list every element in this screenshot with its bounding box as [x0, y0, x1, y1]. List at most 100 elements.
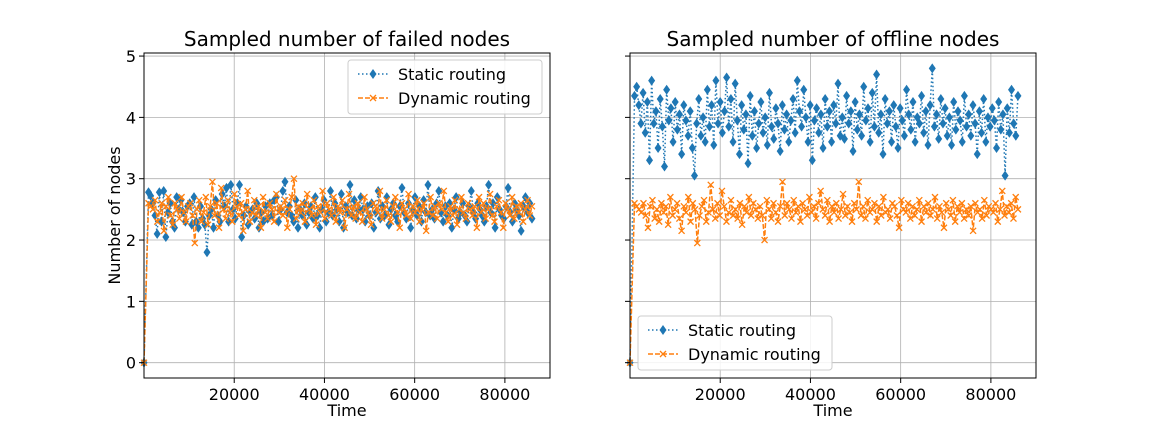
data-point-static [847, 106, 855, 117]
data-point-static [339, 222, 347, 233]
data-point-static [866, 136, 874, 147]
data-point-dynamic [998, 187, 1006, 195]
data-point-static [279, 185, 287, 196]
data-point-static [806, 100, 814, 111]
data-point-static [491, 222, 499, 233]
legend-marker-diamond [369, 69, 377, 79]
data-point-static [703, 84, 711, 95]
data-point-static [879, 149, 887, 160]
data-point-dynamic [235, 212, 243, 219]
data-point-dynamic [200, 208, 208, 216]
data-point-static [753, 143, 761, 154]
data-point-dynamic [906, 215, 914, 223]
data-point-dynamic [749, 199, 757, 207]
data-point-dynamic [477, 208, 485, 216]
data-point-dynamic [819, 205, 827, 213]
data-point-static [941, 103, 949, 114]
data-point-dynamic [153, 218, 161, 226]
data-point-dynamic [224, 196, 232, 204]
data-point-static [716, 97, 724, 108]
legend-label: Dynamic routing [688, 345, 821, 364]
data-point-dynamic [637, 208, 645, 216]
legend-marker-x [659, 350, 667, 358]
data-point-dynamic [682, 208, 690, 216]
data-point-static [635, 100, 643, 111]
data-point-dynamic [228, 218, 236, 226]
data-point-dynamic [160, 227, 168, 235]
data-point-dynamic [774, 218, 782, 226]
x-axis-label: Time [812, 401, 852, 420]
data-point-dynamic [524, 196, 532, 204]
data-point-dynamic [175, 215, 183, 223]
data-point-dynamic [799, 199, 807, 207]
data-point-dynamic [772, 208, 780, 216]
data-point-dynamic [738, 221, 746, 229]
data-point-static [763, 139, 771, 150]
data-point-dynamic [705, 208, 712, 216]
data-point-dynamic [517, 199, 525, 207]
data-point-dynamic [341, 224, 349, 232]
data-point-dynamic [1014, 205, 1022, 213]
data-point-dynamic [1003, 202, 1011, 210]
data-point-static [956, 115, 964, 126]
data-point-dynamic [740, 202, 748, 210]
data-point-dynamic [385, 212, 393, 219]
data-point-static [643, 97, 651, 108]
data-point-dynamic [870, 199, 878, 207]
data-point-dynamic [374, 208, 382, 216]
data-point-dynamic [435, 199, 443, 207]
data-point-static [669, 136, 677, 147]
data-point-static [888, 136, 896, 147]
data-point-dynamic [776, 202, 784, 210]
data-point-static [881, 93, 889, 104]
data-point-dynamic [464, 199, 472, 207]
data-point-static [346, 179, 354, 190]
data-point-dynamic [484, 205, 492, 213]
data-point-static [770, 133, 778, 144]
data-point-dynamic [915, 196, 923, 204]
data-point-dynamic [400, 205, 408, 213]
data-point-static [952, 124, 960, 135]
data-point-static [933, 109, 941, 120]
data-point-static [407, 222, 415, 233]
data-point-dynamic [918, 218, 925, 226]
data-point-dynamic [722, 218, 730, 226]
data-point-static [227, 179, 235, 190]
data-point-static [723, 72, 731, 83]
data-point-dynamic [334, 202, 342, 210]
legend-label: Static routing [688, 321, 796, 340]
data-point-static [945, 112, 953, 123]
data-point-dynamic [429, 212, 437, 219]
data-point-dynamic [1007, 199, 1015, 207]
chart-title: Sampled number of failed nodes [184, 27, 510, 51]
data-point-dynamic [940, 224, 948, 232]
data-point-dynamic [653, 205, 661, 213]
data-point-dynamic [978, 215, 986, 223]
data-point-static [673, 124, 681, 135]
data-point-static [958, 136, 966, 147]
data-point-dynamic [440, 187, 448, 195]
data-point-dynamic [817, 187, 825, 195]
data-point-static [731, 78, 739, 89]
data-point-dynamic [420, 199, 428, 207]
data-point-dynamic [828, 202, 836, 210]
data-point-dynamic [308, 212, 316, 219]
data-point-static [654, 143, 662, 154]
data-point-dynamic [347, 212, 355, 219]
data-point-static [656, 93, 664, 104]
data-point-dynamic [913, 205, 921, 213]
data-point-dynamic [691, 205, 699, 213]
data-point-static [832, 118, 840, 129]
data-point-static [928, 63, 936, 74]
data-point-dynamic [971, 199, 979, 207]
data-point-dynamic [669, 212, 677, 219]
chart-panel-2: 20000 40000 60000 80000 Sampled number of of… [625, 27, 1037, 420]
data-point-dynamic [380, 205, 388, 213]
data-point-static [680, 100, 688, 111]
data-point-dynamic [967, 202, 975, 210]
x-tick-label: 20000 [695, 385, 746, 404]
data-point-static [690, 170, 698, 181]
data-point-dynamic [528, 202, 536, 210]
data-point-dynamic [513, 202, 520, 210]
data-point-static [834, 78, 842, 89]
